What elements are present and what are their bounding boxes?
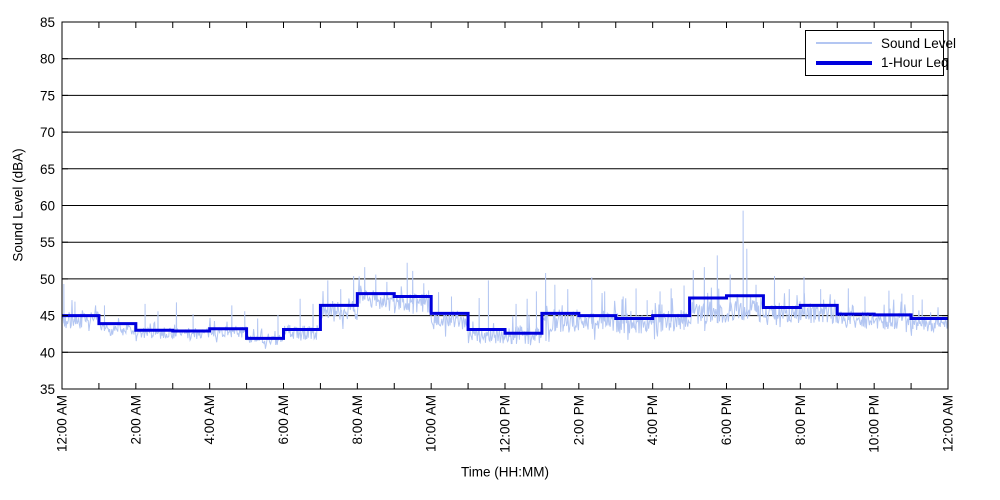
- y-tick-label: 65: [40, 162, 55, 177]
- x-tick-label: 12:00 AM: [941, 395, 956, 452]
- x-tick-label: 12:00 PM: [498, 395, 513, 453]
- y-tick-label: 35: [40, 382, 55, 397]
- leq-series: [62, 292, 948, 340]
- legend-item-leq: 1-Hour Leq: [806, 55, 949, 70]
- y-tick-label: 70: [40, 125, 55, 140]
- y-tick-label: 50: [40, 272, 55, 287]
- x-tick-label: 4:00 AM: [202, 395, 217, 445]
- x-tick-label: 6:00 PM: [719, 395, 734, 445]
- legend-label-sound-level: Sound Level: [881, 35, 957, 51]
- legend-item-sound-level: Sound Level: [806, 36, 956, 51]
- legend-label-leq: 1-Hour Leq: [881, 55, 949, 71]
- y-axis-title: Sound Level (dBA): [10, 148, 26, 262]
- x-tick-label: 8:00 AM: [350, 395, 365, 445]
- sound-level-series: [61, 210, 949, 349]
- sound-level-line-swatch: [816, 42, 872, 45]
- x-tick-label: 2:00 AM: [128, 395, 143, 445]
- x-tick-label: 8:00 PM: [793, 395, 808, 445]
- leq-line-swatch: [816, 60, 872, 65]
- x-tick-label: 4:00 PM: [645, 395, 660, 445]
- y-tick-label: 80: [40, 52, 55, 67]
- legend: Sound Level 1-Hour Leq: [805, 30, 956, 76]
- x-axis-title: Time (HH:MM): [461, 464, 549, 480]
- y-tick-label: 75: [40, 88, 55, 103]
- x-tick-label: 10:00 PM: [867, 395, 882, 453]
- y-tick-label: 55: [40, 235, 55, 250]
- y-tick-label: 40: [40, 345, 55, 360]
- x-tick-label: 6:00 AM: [276, 395, 291, 445]
- y-tick-label: 85: [40, 15, 55, 30]
- y-tick-label: 45: [40, 309, 55, 324]
- x-tick-label: 10:00 AM: [424, 395, 439, 452]
- x-tick-label: 12:00 AM: [55, 395, 70, 452]
- y-tick-label: 60: [40, 199, 55, 214]
- x-tick-label: 2:00 PM: [571, 395, 586, 445]
